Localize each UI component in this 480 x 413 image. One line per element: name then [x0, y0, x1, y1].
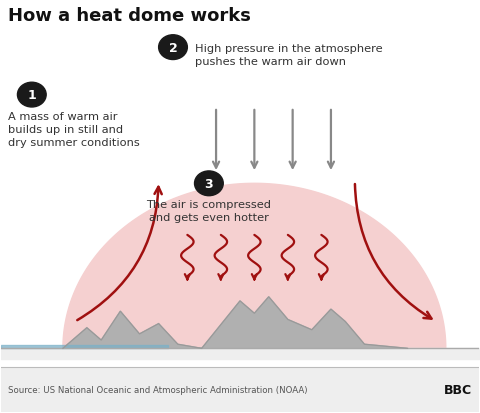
Text: Source: US National Oceanic and Atmospheric Administration (NOAA): Source: US National Oceanic and Atmosphe…	[8, 385, 307, 394]
Text: 2: 2	[168, 42, 178, 55]
Text: How a heat dome works: How a heat dome works	[8, 7, 251, 25]
Circle shape	[194, 171, 223, 196]
Text: High pressure in the atmosphere
pushes the warm air down: High pressure in the atmosphere pushes t…	[194, 44, 382, 67]
FancyBboxPatch shape	[0, 367, 480, 412]
Text: A mass of warm air
builds up in still and
dry summer conditions: A mass of warm air builds up in still an…	[8, 112, 140, 148]
Polygon shape	[63, 184, 446, 349]
Circle shape	[158, 36, 187, 60]
Circle shape	[17, 83, 46, 108]
Text: 3: 3	[204, 177, 213, 190]
Text: 1: 1	[27, 89, 36, 102]
FancyArrowPatch shape	[77, 188, 162, 320]
Text: BBC: BBC	[444, 383, 472, 396]
Text: The air is compressed
and gets even hotter: The air is compressed and gets even hott…	[146, 199, 271, 222]
FancyArrowPatch shape	[355, 185, 432, 319]
Polygon shape	[63, 297, 408, 349]
